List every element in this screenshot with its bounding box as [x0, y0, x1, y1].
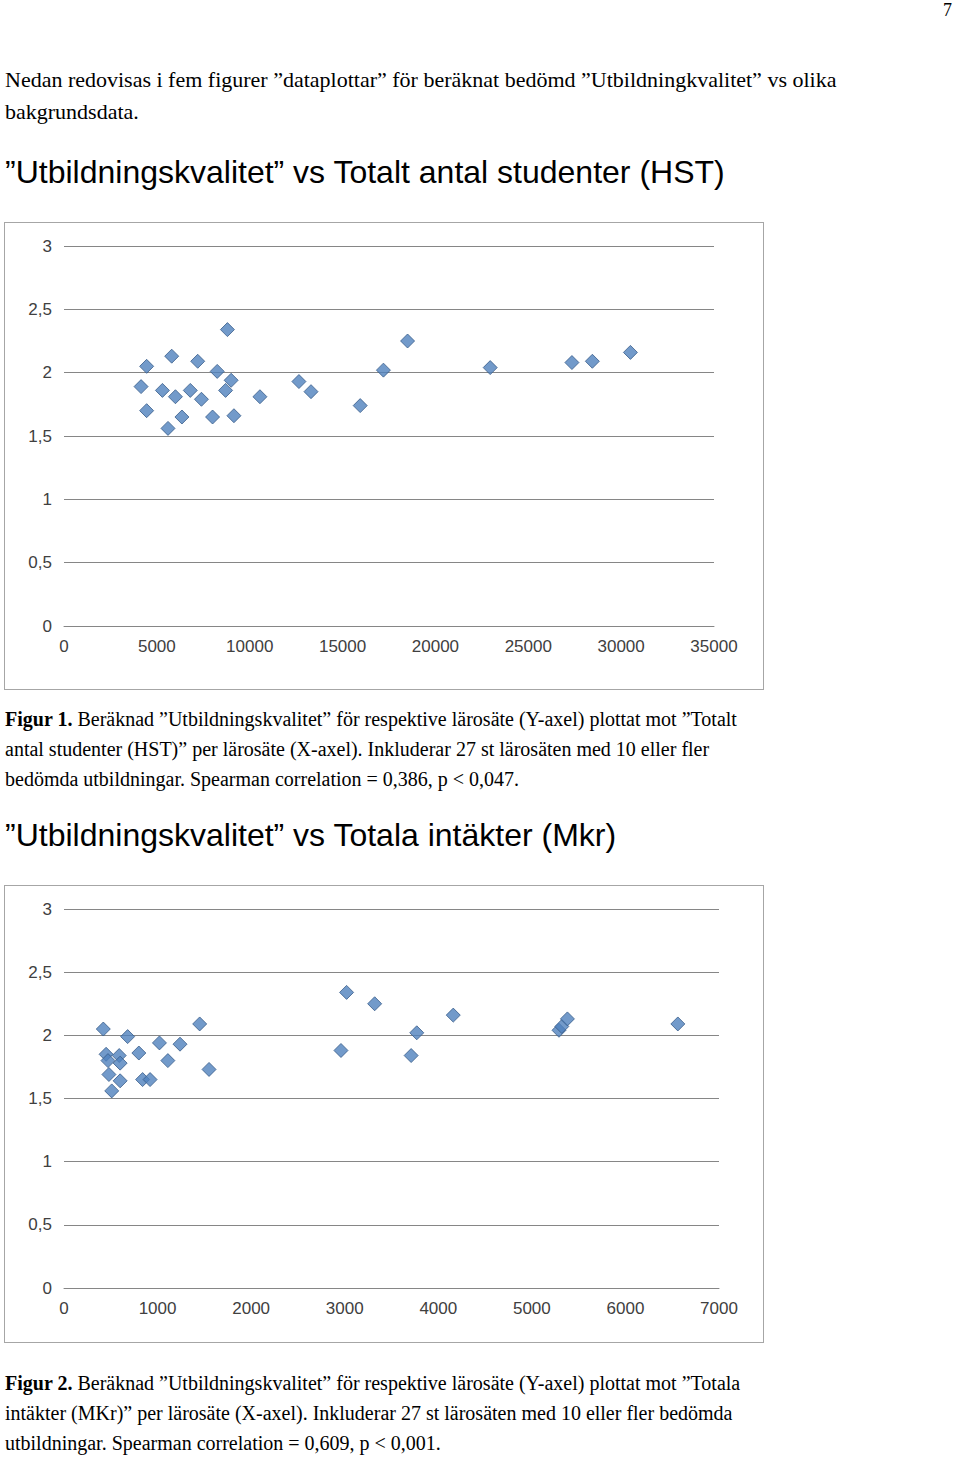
svg-text:2000: 2000: [232, 1299, 270, 1318]
svg-text:3: 3: [43, 237, 52, 256]
svg-text:0: 0: [59, 1299, 68, 1318]
svg-text:30000: 30000: [598, 637, 645, 656]
svg-text:1,5: 1,5: [28, 1089, 52, 1108]
svg-text:5000: 5000: [138, 637, 176, 656]
svg-text:15000: 15000: [319, 637, 366, 656]
svg-text:3000: 3000: [326, 1299, 364, 1318]
svg-text:2,5: 2,5: [28, 300, 52, 319]
html-text:Figur 2. Beräknad ”Utbildnings: Figur 2. Beräknad ”Utbildningskvalitet” …: [5, 1372, 741, 1454]
html-text:Figur 1. Beräknad ”Utbildnings: Figur 1. Beräknad ”Utbildningskvalitet” …: [5, 708, 737, 790]
html-text:7: 7: [943, 0, 952, 20]
svg-text:1: 1: [43, 1152, 52, 1171]
svg-text:1000: 1000: [139, 1299, 177, 1318]
html-text:Nedan redovisas i fem figurer: Nedan redovisas i fem figurer ”dataplott…: [5, 67, 837, 124]
svg-text:0: 0: [59, 637, 68, 656]
svg-text:20000: 20000: [412, 637, 459, 656]
svg-text:2: 2: [43, 363, 52, 382]
html-text:”Utbildningskvalitet” vs Total: ”Utbildningskvalitet” vs Totalt antal st…: [5, 154, 725, 190]
svg-text:1,5: 1,5: [28, 427, 52, 446]
svg-text:3: 3: [43, 900, 52, 919]
svg-text:7000: 7000: [700, 1299, 738, 1318]
svg-text:0,5: 0,5: [28, 553, 52, 572]
svg-text:25000: 25000: [505, 637, 552, 656]
svg-text:0: 0: [43, 1279, 52, 1298]
svg-text:10000: 10000: [226, 637, 273, 656]
svg-text:0,5: 0,5: [28, 1215, 52, 1234]
svg-text:2,5: 2,5: [28, 963, 52, 982]
html-text:”Utbildningskvalitet” vs Total: ”Utbildningskvalitet” vs Totala intäkter…: [5, 817, 617, 853]
svg-text:5000: 5000: [513, 1299, 551, 1318]
svg-text:1: 1: [43, 490, 52, 509]
svg-text:6000: 6000: [607, 1299, 645, 1318]
svg-text:2: 2: [43, 1026, 52, 1045]
svg-text:0: 0: [43, 617, 52, 636]
svg-text:4000: 4000: [419, 1299, 457, 1318]
svg-text:35000: 35000: [690, 637, 737, 656]
